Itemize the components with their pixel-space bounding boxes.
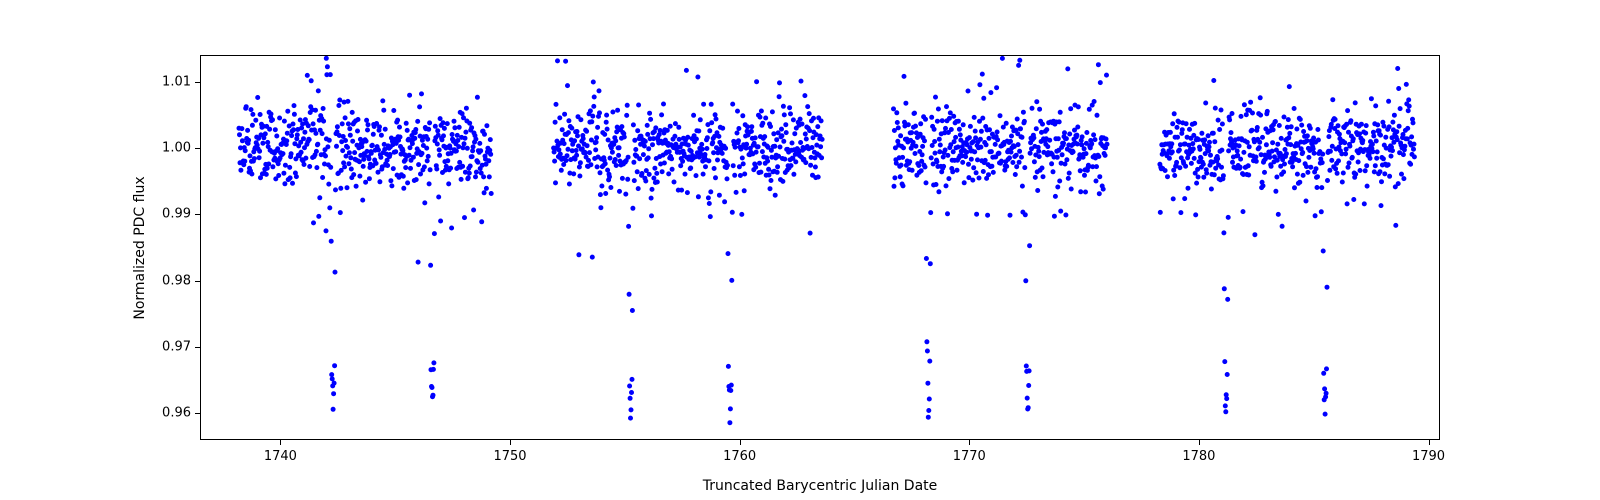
axes-spine: [200, 55, 201, 440]
scatter-plot: [200, 55, 1440, 440]
x-tick: [510, 440, 511, 445]
x-tick-label: 1740: [264, 449, 297, 464]
scatter-points: [237, 56, 1417, 425]
y-tick-label: 0.98: [162, 273, 191, 288]
plot-axes: [200, 55, 1440, 440]
x-tick-label: 1770: [953, 449, 986, 464]
x-tick: [1199, 440, 1200, 445]
y-tick: [195, 148, 200, 149]
axes-spine: [200, 439, 1440, 440]
x-axis-label: Truncated Barycentric Julian Date: [703, 478, 938, 494]
x-tick-label: 1780: [1182, 449, 1215, 464]
y-axis-label: Normalized PDC flux: [132, 176, 148, 319]
axes-spine: [200, 55, 1440, 56]
axes-spine: [1439, 55, 1440, 440]
x-tick-label: 1750: [493, 449, 526, 464]
x-tick: [1429, 440, 1430, 445]
y-tick-label: 1.01: [162, 74, 191, 89]
x-tick: [969, 440, 970, 445]
y-tick-label: 1.00: [162, 140, 191, 155]
x-tick-label: 1790: [1412, 449, 1445, 464]
y-tick: [195, 281, 200, 282]
y-tick: [195, 82, 200, 83]
y-tick-label: 0.96: [162, 406, 191, 421]
y-tick: [195, 347, 200, 348]
y-tick-label: 0.97: [162, 340, 191, 355]
x-tick: [740, 440, 741, 445]
x-tick: [280, 440, 281, 445]
figure: Truncated Barycentric Julian Date Normal…: [0, 0, 1600, 500]
y-tick-label: 0.99: [162, 207, 191, 222]
y-tick: [195, 413, 200, 414]
x-tick-label: 1760: [723, 449, 756, 464]
y-tick: [195, 214, 200, 215]
